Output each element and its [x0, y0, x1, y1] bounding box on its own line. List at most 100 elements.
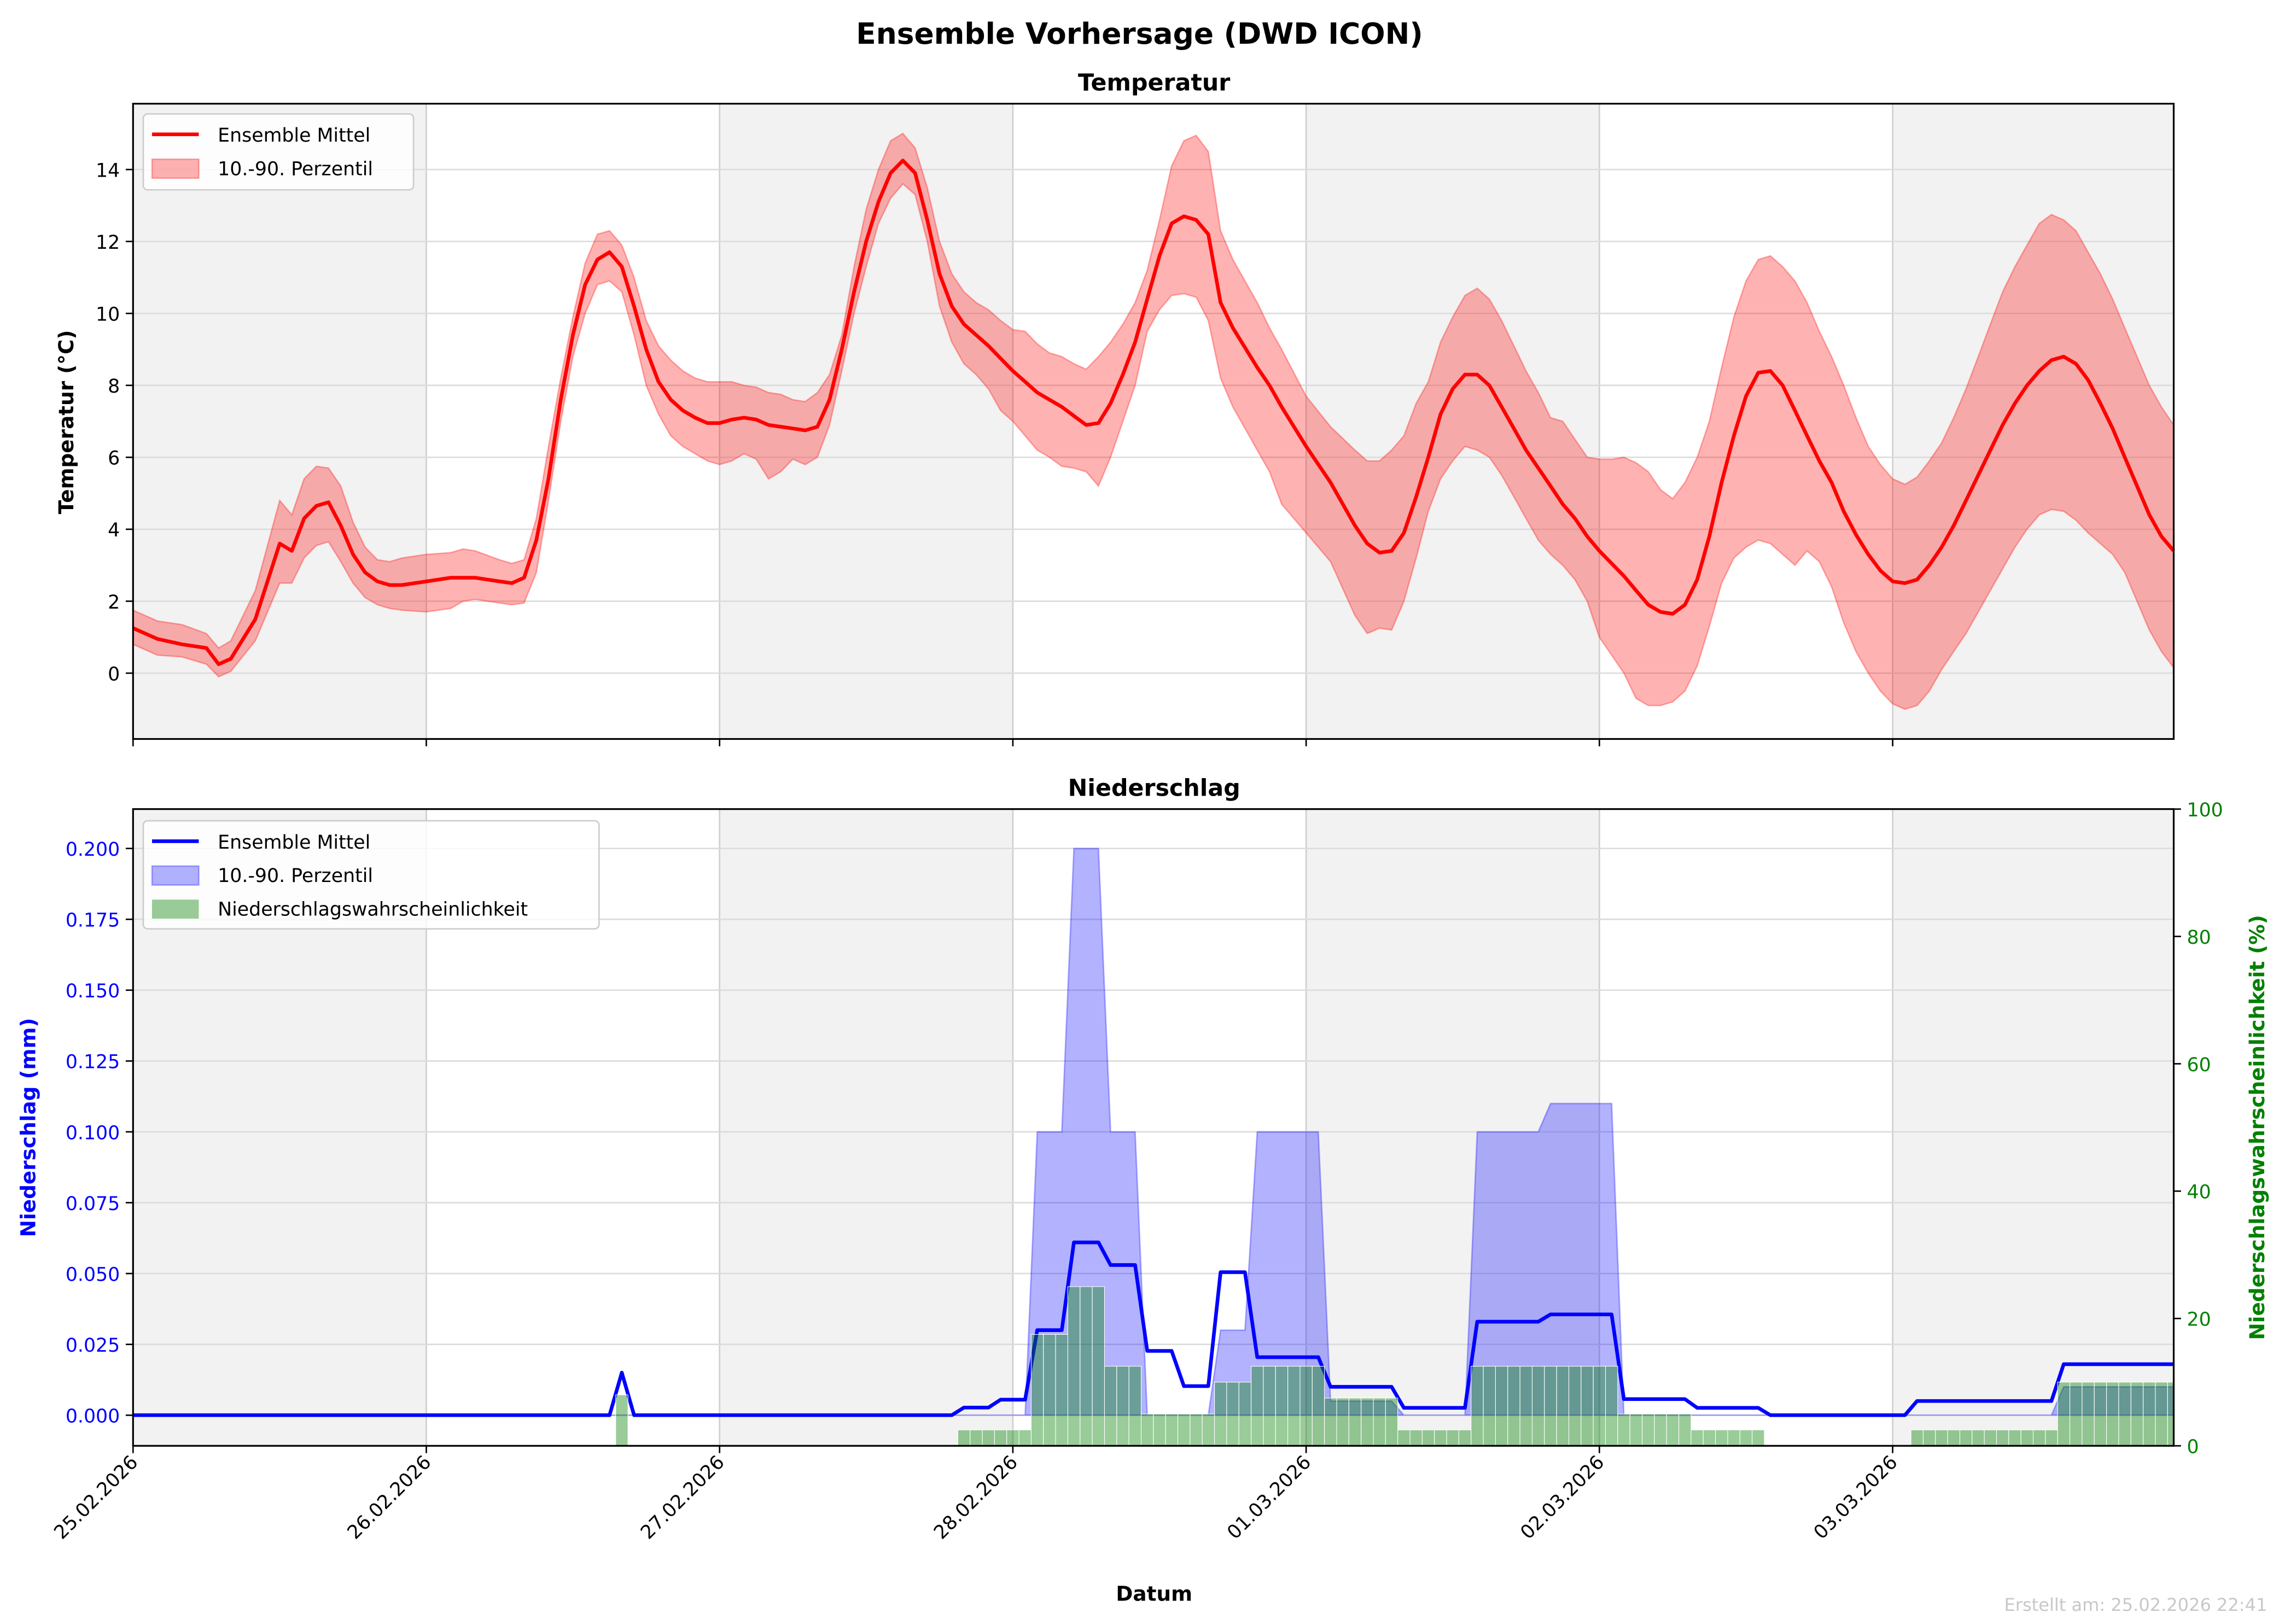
day-shade-band — [719, 103, 1013, 739]
probability-bar — [1495, 1366, 1508, 1446]
legend-mean-label: Ensemble Mittel — [218, 125, 370, 147]
probability-bar — [2130, 1382, 2144, 1446]
y-ticks: 0 2 4 6 8 10 12 14 — [96, 160, 1893, 746]
y-tick-label: 0.050 — [66, 1264, 120, 1286]
temperature-title: Temperatur — [1078, 69, 1230, 97]
y-tick-label: 12 — [96, 232, 120, 254]
probability-bar — [2143, 1382, 2156, 1446]
y-tick-label: 0.125 — [66, 1051, 120, 1073]
probability-bar — [1654, 1413, 1667, 1446]
axes-frame — [132, 808, 2175, 1447]
y-tick-label: 0.175 — [66, 910, 120, 932]
probability-bar — [1030, 1334, 1044, 1446]
probability-bar — [1984, 1429, 1997, 1446]
probability-bar — [1568, 1366, 1582, 1446]
probability-bar — [1935, 1429, 1948, 1446]
probability-bar — [2008, 1429, 2021, 1446]
y-tick-label: 8 — [108, 376, 120, 398]
probability-bar — [1483, 1366, 1496, 1446]
probability-bar — [1471, 1366, 1484, 1446]
probability-bar — [1544, 1366, 1557, 1446]
created-timestamp: Erstellt am: 25.02.2026 22:41 — [2004, 1594, 2268, 1615]
probability-bar — [1348, 1398, 1362, 1446]
probability-bar — [957, 1429, 971, 1446]
probability-bar — [1043, 1334, 1056, 1446]
y-tick-label: 0.025 — [66, 1335, 120, 1357]
probability-bar — [2155, 1382, 2168, 1446]
probability-bar — [1006, 1429, 1019, 1446]
right-y-tick-label: 40 — [2187, 1182, 2211, 1204]
probability-bar — [1055, 1334, 1069, 1446]
probability-bar — [1703, 1429, 1716, 1446]
probability-bar — [1434, 1429, 1447, 1446]
probability-bar — [1397, 1429, 1410, 1446]
probability-bar — [1507, 1366, 1520, 1446]
figure-suptitle: Ensemble Vorhersage (DWD ICON) — [856, 16, 1423, 51]
probability-ylabel: Niederschlagswahrscheinlichkeit (%) — [2245, 915, 2269, 1340]
probability-bar — [1104, 1366, 1117, 1446]
day-shade-band — [1892, 103, 2174, 739]
day-shade-band — [1306, 103, 1600, 739]
gridlines — [133, 809, 2174, 1446]
probability-bar — [1092, 1286, 1105, 1446]
probability-bar — [1959, 1429, 1973, 1446]
probability-bar — [1165, 1413, 1179, 1446]
probability-bar — [1067, 1286, 1081, 1446]
precipitation-ylabel: Niederschlag (mm) — [16, 1018, 40, 1237]
probability-bar — [1972, 1429, 1985, 1446]
y-tick-label: 0.200 — [66, 839, 120, 861]
probability-bar — [1605, 1366, 1618, 1446]
legend-box — [142, 820, 600, 930]
legend-probability-swatch — [151, 899, 199, 919]
probability-bar — [1312, 1366, 1325, 1446]
probability-bar — [1287, 1366, 1301, 1446]
probability-bar — [1691, 1429, 1704, 1446]
right-y-ticks: 0 20 40 60 80 100 — [2173, 799, 2223, 1458]
probability-bar — [1519, 1366, 1533, 1446]
legend-probability-label: Niederschlagswahrscheinlichkeit — [218, 899, 528, 921]
legend-band-swatch — [151, 158, 200, 179]
y-tick-label: 2 — [108, 592, 120, 614]
probability-bar — [1373, 1398, 1386, 1446]
probability-bar — [1947, 1429, 1961, 1446]
probability-bar — [2106, 1382, 2119, 1446]
probability-bar — [615, 1394, 628, 1446]
y-tick-label: 14 — [96, 160, 120, 182]
probability-bar — [2167, 1382, 2175, 1446]
probability-bar — [1214, 1382, 1227, 1446]
temperature-ylabel: Temperatur (°C) — [54, 330, 78, 514]
precipitation-mean-line — [133, 1240, 2174, 1417]
probability-bar — [2094, 1382, 2107, 1446]
right-y-tick-label: 0 — [2187, 1436, 2199, 1458]
probability-bar — [1324, 1398, 1337, 1446]
probability-bar — [1202, 1413, 1215, 1446]
probability-bar — [1752, 1429, 1765, 1446]
legend-band-label: 10.-90. Perzentil — [218, 865, 373, 887]
probability-bar — [1727, 1429, 1740, 1446]
probability-bar — [1128, 1366, 1142, 1446]
probability-bar — [1361, 1398, 1374, 1446]
y-tick-label: 0.000 — [66, 1406, 120, 1428]
probability-bar — [1263, 1366, 1276, 1446]
legend-box — [142, 113, 415, 191]
legend-mean-label: Ensemble Mittel — [218, 832, 370, 854]
x-axis-label: Datum — [1116, 1581, 1192, 1605]
probability-bar — [1446, 1429, 1459, 1446]
day-shade-band — [1306, 809, 1600, 1446]
probability-bar — [2020, 1429, 2034, 1446]
temperature-mean-line — [132, 159, 2176, 667]
probability-bar — [1666, 1413, 1680, 1446]
probability-bar — [1190, 1413, 1203, 1446]
probability-bar — [1593, 1366, 1606, 1446]
y-tick-label: 10 — [96, 304, 120, 326]
probability-bar — [1116, 1366, 1129, 1446]
probability-bar — [1531, 1366, 1545, 1446]
probability-bar — [1299, 1366, 1313, 1446]
probability-bar — [1153, 1413, 1166, 1446]
probability-bar — [1678, 1413, 1692, 1446]
right-y-tick-label: 100 — [2187, 799, 2223, 821]
y-tick-label: 0.100 — [66, 1122, 120, 1144]
day-shade-band — [133, 103, 427, 739]
gridlines — [133, 103, 2174, 739]
y-tick-label: 6 — [108, 448, 120, 470]
